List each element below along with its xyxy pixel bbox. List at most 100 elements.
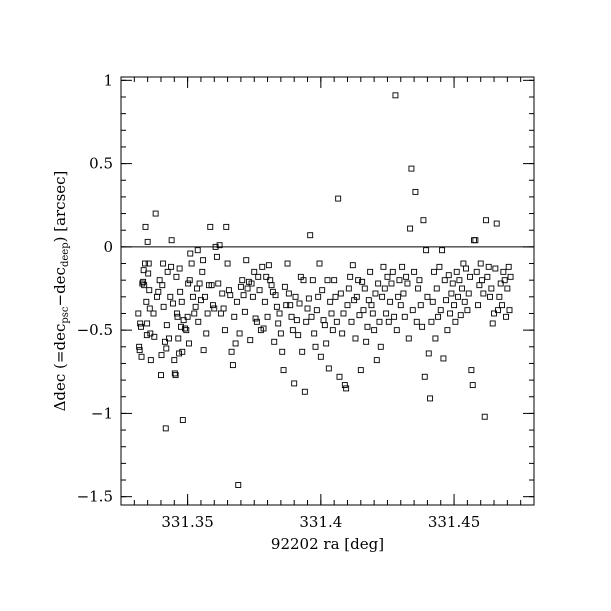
data-point xyxy=(144,238,151,245)
data-point xyxy=(139,280,146,287)
data-point xyxy=(136,347,143,354)
data-point xyxy=(368,302,375,309)
data-point xyxy=(336,373,343,380)
data-point xyxy=(471,237,477,244)
data-point xyxy=(186,277,193,284)
data-point xyxy=(431,268,438,275)
data-point xyxy=(137,320,144,327)
data-point xyxy=(140,267,147,274)
data-point xyxy=(146,305,153,312)
x-tick-label: 331.45 xyxy=(428,513,481,531)
y-tick-label: −0.5 xyxy=(77,321,113,339)
data-point xyxy=(179,417,186,424)
data-point xyxy=(327,298,334,305)
data-point xyxy=(183,327,190,334)
data-point xyxy=(457,312,464,319)
data-point xyxy=(145,270,152,277)
data-point xyxy=(288,313,295,320)
data-point xyxy=(166,335,172,342)
data-point xyxy=(331,277,338,284)
data-point xyxy=(163,345,170,352)
data-point xyxy=(203,330,210,337)
data-point xyxy=(345,285,352,292)
data-point xyxy=(459,285,466,292)
data-point xyxy=(243,257,250,264)
data-point xyxy=(227,292,234,299)
data-point xyxy=(484,273,491,280)
data-point xyxy=(150,310,157,317)
data-point xyxy=(359,278,366,285)
data-point xyxy=(352,335,359,342)
data-point xyxy=(451,302,458,309)
data-point xyxy=(367,268,374,275)
data-point xyxy=(493,220,500,227)
data-point xyxy=(401,313,408,320)
data-point xyxy=(317,353,324,360)
data-point xyxy=(497,280,504,287)
data-point xyxy=(423,247,430,254)
data-point xyxy=(479,277,485,284)
y-tick-label: −1 xyxy=(91,404,113,422)
data-point xyxy=(349,262,356,269)
data-point xyxy=(387,298,394,305)
data-point xyxy=(193,285,200,292)
data-point xyxy=(344,302,351,309)
data-point xyxy=(329,327,336,334)
data-point xyxy=(300,277,307,284)
data-point xyxy=(469,382,476,389)
data-point xyxy=(146,287,153,294)
data-point xyxy=(392,92,399,99)
data-point xyxy=(143,298,150,305)
data-point xyxy=(411,268,418,275)
data-point xyxy=(145,260,152,267)
data-point xyxy=(343,385,350,392)
data-point xyxy=(432,335,439,342)
data-point xyxy=(196,280,203,287)
data-point xyxy=(321,322,328,329)
data-point xyxy=(356,312,363,319)
data-point xyxy=(135,310,142,317)
data-point xyxy=(435,313,442,320)
data-point xyxy=(316,260,323,267)
data-point xyxy=(239,277,246,284)
data-point xyxy=(147,357,154,364)
data-point xyxy=(192,303,199,310)
data-point xyxy=(424,293,431,300)
data-point xyxy=(252,315,259,322)
data-point xyxy=(463,265,469,272)
data-point xyxy=(443,297,450,304)
data-point xyxy=(495,307,501,314)
data-point xyxy=(281,283,288,290)
data-point xyxy=(384,273,391,280)
data-point xyxy=(500,268,507,275)
data-point xyxy=(447,310,454,317)
data-point xyxy=(179,348,186,355)
data-point xyxy=(268,282,275,289)
data-point xyxy=(173,310,180,317)
data-point xyxy=(412,188,419,195)
data-point xyxy=(220,305,227,312)
data-point xyxy=(142,260,148,267)
data-point xyxy=(177,288,184,295)
data-point xyxy=(505,263,512,270)
data-point xyxy=(363,338,370,345)
data-point xyxy=(365,297,372,304)
data-point xyxy=(305,295,312,302)
data-point xyxy=(263,273,270,280)
data-point xyxy=(184,313,191,320)
data-point xyxy=(320,317,327,324)
data-point xyxy=(207,223,214,230)
data-point xyxy=(360,307,367,314)
data-point xyxy=(313,307,320,314)
data-point xyxy=(416,277,423,284)
data-point xyxy=(307,232,314,239)
data-point xyxy=(348,318,355,325)
data-point xyxy=(455,293,462,300)
data-point xyxy=(164,268,171,275)
data-point xyxy=(152,210,159,217)
data-point xyxy=(162,425,169,432)
data-point xyxy=(188,260,195,267)
data-point xyxy=(181,325,188,332)
data-point xyxy=(173,273,180,280)
data-point xyxy=(409,307,416,314)
